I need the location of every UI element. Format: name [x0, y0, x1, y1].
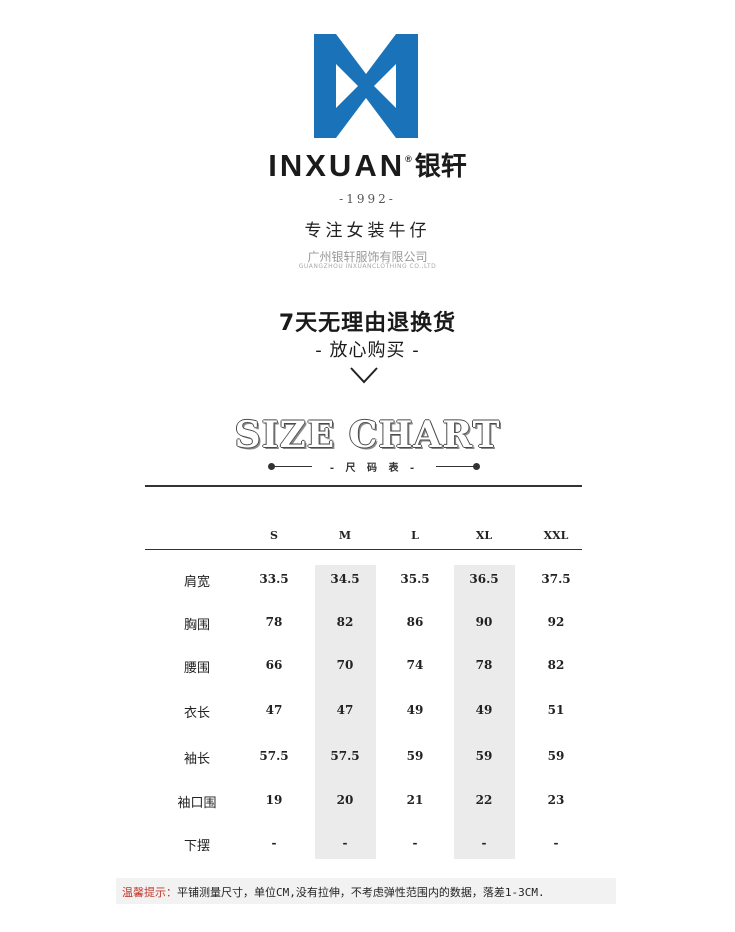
size-header: L: [411, 529, 419, 542]
table-cell: 22: [475, 793, 493, 807]
table-cell: 21: [406, 793, 424, 807]
table-cell: 92: [547, 615, 565, 629]
column-shade-m: [315, 565, 376, 859]
table-cell: 86: [406, 615, 424, 629]
size-chart-title: SIZE CHART: [234, 414, 501, 456]
table-cell: -: [342, 836, 348, 850]
size-header: XXL: [543, 529, 569, 542]
table-cell: 36.5: [469, 572, 499, 586]
table-cell: 90: [475, 615, 493, 629]
table-cell: 59: [406, 749, 424, 763]
size-header: XL: [475, 529, 493, 542]
row-label: 肩宽: [183, 575, 210, 590]
chevron-down-icon: [350, 367, 378, 384]
size-header: M: [338, 529, 352, 542]
row-label: 衣长: [183, 706, 210, 721]
note-label: 温馨提示：: [122, 886, 177, 899]
table-cell: 82: [547, 658, 565, 672]
brand-name-en: INXUAN: [268, 148, 406, 183]
promo-subline: - 放心购买 -: [315, 340, 420, 361]
table-cell: 82: [336, 615, 354, 629]
brand-logo-icon: [314, 34, 418, 138]
table-cell: -: [271, 836, 277, 850]
table-cell: 74: [406, 658, 424, 672]
table-header-rule: [145, 549, 582, 550]
table-cell: 47: [336, 703, 354, 717]
brand-year: -1992-: [339, 192, 396, 206]
table-cell: -: [481, 836, 487, 850]
row-label: 袖口围: [177, 796, 217, 811]
row-label: 下摆: [183, 839, 210, 854]
table-cell: 66: [265, 658, 283, 672]
row-label: 胸围: [183, 618, 210, 633]
table-cell: -: [412, 836, 418, 850]
table-cell: 59: [547, 749, 565, 763]
table-cell: -: [553, 836, 559, 850]
table-cell: 20: [336, 793, 354, 807]
table-cell: 70: [336, 658, 354, 672]
table-cell: 49: [475, 703, 493, 717]
measurement-note: 温馨提示：平铺测量尺寸，单位CM,没有拉伸，不考虑弹性范围内的数据，落差1-3C…: [116, 878, 616, 904]
promo-headline: 7天无理由退换货: [278, 311, 457, 336]
size-chart-subtitle: - 尺 码 表 -: [329, 463, 419, 474]
table-cell: 19: [265, 793, 283, 807]
divider-dot: [268, 463, 275, 470]
table-cell: 47: [265, 703, 283, 717]
table-cell: 51: [547, 703, 565, 717]
divider-line: [274, 466, 312, 467]
table-cell: 34.5: [330, 572, 360, 586]
table-cell: 35.5: [400, 572, 430, 586]
table-cell: 59: [475, 749, 493, 763]
table-cell: 57.5: [330, 749, 360, 763]
brand-name: INXUAN®银轩: [268, 148, 467, 183]
row-label: 腰围: [183, 661, 210, 676]
table-top-rule: [145, 485, 582, 487]
row-label: 袖长: [183, 752, 210, 767]
size-header: S: [270, 529, 278, 542]
table-cell: 49: [406, 703, 424, 717]
note-text: 平铺测量尺寸，单位CM,没有拉伸，不考虑弹性范围内的数据，落差1-3CM.: [177, 886, 545, 899]
brand-name-cn: 银轩: [414, 151, 467, 181]
brand-tagline: 专注女装牛仔: [304, 221, 431, 241]
divider-dot: [473, 463, 480, 470]
divider-line: [436, 466, 474, 467]
table-cell: 78: [475, 658, 493, 672]
table-cell: 23: [547, 793, 565, 807]
table-cell: 78: [265, 615, 283, 629]
company-name-cn: 广州银轩服饰有限公司: [307, 250, 428, 264]
table-cell: 33.5: [259, 572, 289, 586]
company-name-en: GUANGZHOU INXUANCLOTHING CO.,LTD: [298, 263, 437, 270]
table-cell: 57.5: [259, 749, 289, 763]
note-text-row: 温馨提示：平铺测量尺寸，单位CM,没有拉伸，不考虑弹性范围内的数据，落差1-3C…: [122, 884, 545, 900]
column-shade-xl: [454, 565, 515, 859]
size-chart-subtitle-row: - 尺 码 表 -: [268, 458, 480, 476]
table-cell: 37.5: [541, 572, 571, 586]
